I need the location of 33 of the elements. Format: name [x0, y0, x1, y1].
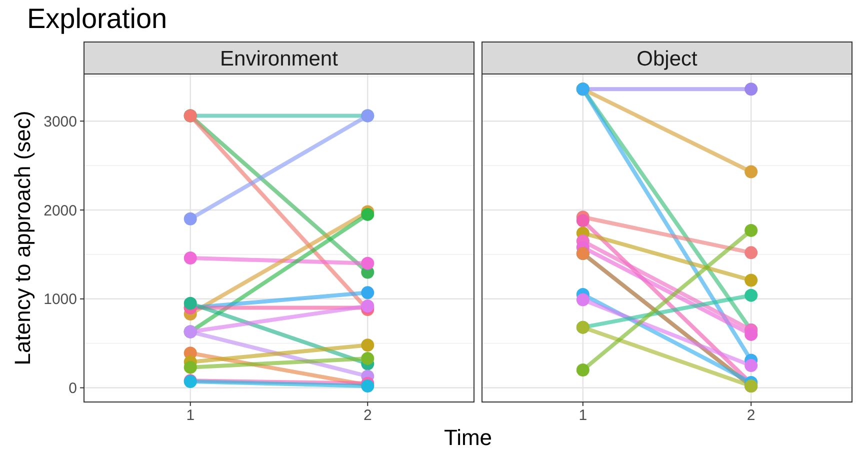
y-axis-title: Latency to approach (sec) — [10, 110, 35, 366]
point — [361, 286, 374, 300]
point — [361, 208, 374, 221]
point — [744, 274, 758, 287]
point — [184, 296, 197, 310]
point — [744, 328, 758, 341]
point — [744, 359, 758, 372]
x-tick-label: 1 — [578, 407, 588, 424]
x-axis-title: Time — [444, 425, 492, 450]
point — [184, 212, 197, 226]
x-tick-label: 2 — [363, 407, 372, 424]
point — [744, 288, 758, 302]
point — [184, 252, 197, 264]
point — [744, 82, 758, 96]
point — [744, 224, 758, 237]
x-tick-label: 2 — [746, 407, 756, 424]
point — [744, 246, 758, 260]
y-tick-label: 2000 — [44, 202, 77, 220]
chart-subtitle: Environment — [220, 47, 338, 70]
y-tick-label: 3000 — [44, 113, 77, 130]
point — [576, 293, 590, 306]
point — [361, 352, 374, 365]
point — [744, 165, 758, 178]
point — [184, 360, 197, 374]
point — [576, 214, 590, 228]
point — [361, 338, 374, 352]
point — [361, 256, 374, 270]
y-tick-label: 1000 — [44, 291, 77, 308]
point — [576, 364, 590, 376]
y-tick-label: 0 — [68, 380, 77, 398]
chart-title: Exploration — [27, 3, 168, 34]
x-tick-label: 1 — [186, 407, 195, 424]
chart-subtitle: Object — [636, 47, 698, 70]
